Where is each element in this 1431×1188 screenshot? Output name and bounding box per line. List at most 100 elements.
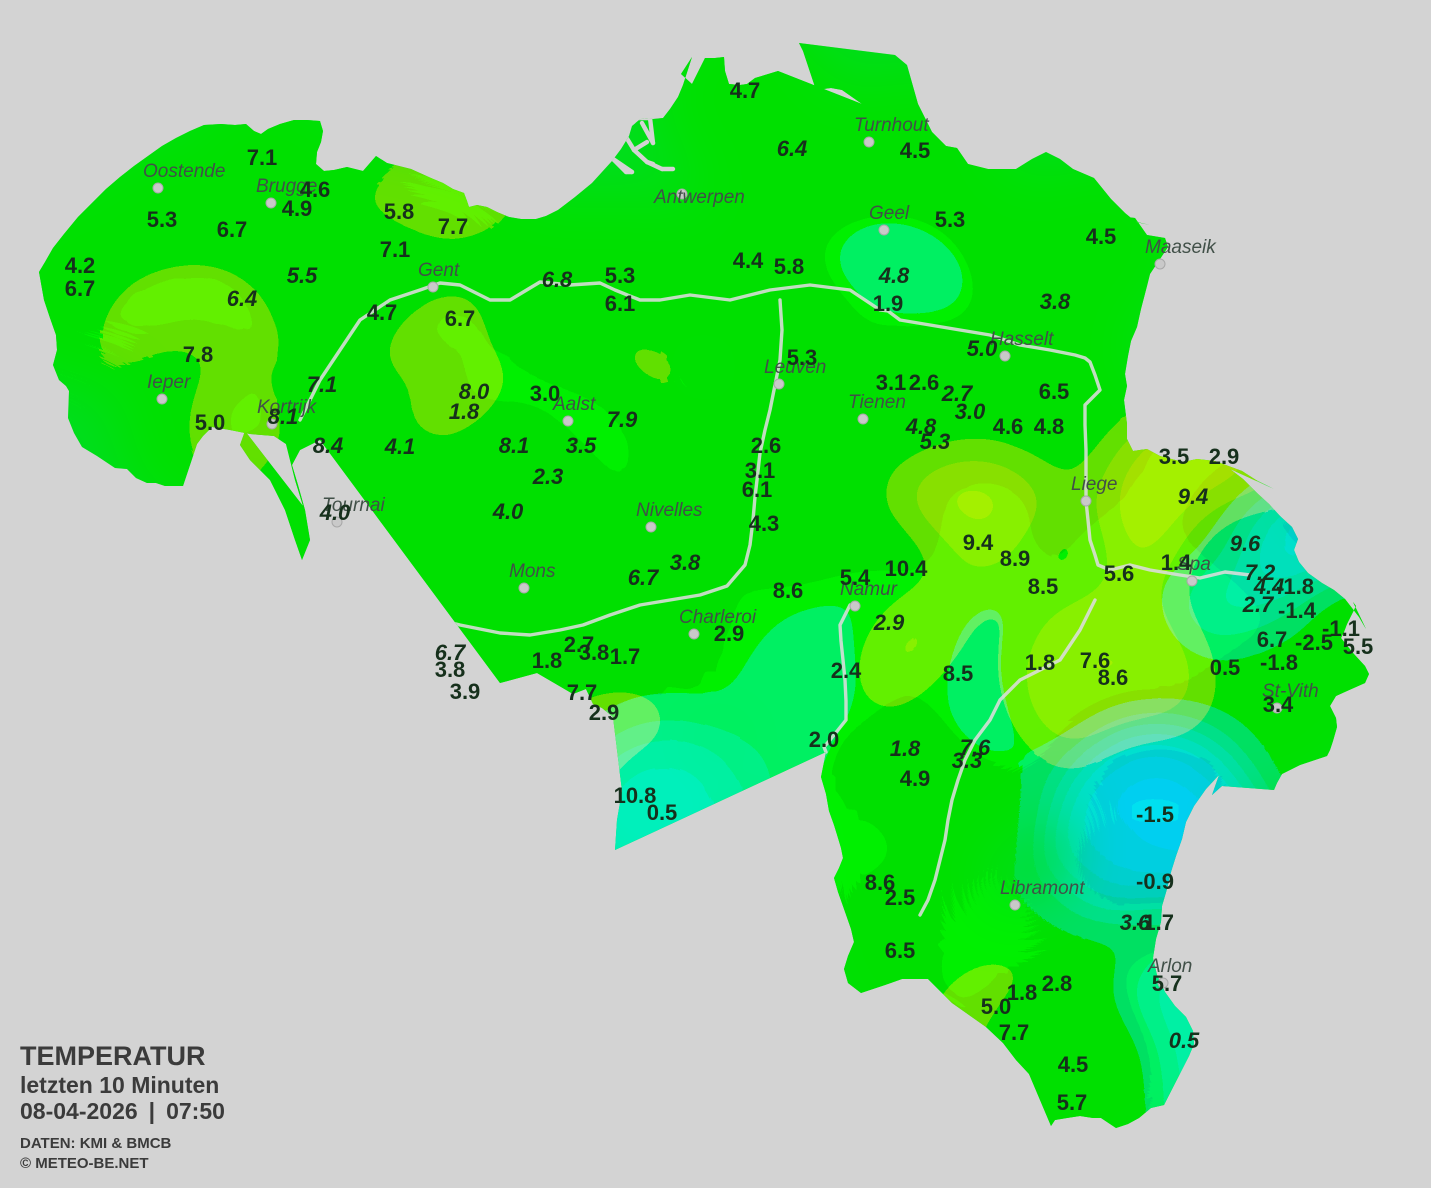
svg-text:0.5: 0.5 <box>1210 655 1241 680</box>
svg-text:Tienen: Tienen <box>848 392 906 413</box>
svg-text:6.7: 6.7 <box>435 640 467 665</box>
svg-text:6.7: 6.7 <box>65 276 96 301</box>
svg-text:0.5: 0.5 <box>1169 1028 1200 1053</box>
svg-text:© METEO-BE.NET: © METEO-BE.NET <box>20 1155 149 1172</box>
svg-text:Ieper: Ieper <box>147 372 191 393</box>
svg-text:7.8: 7.8 <box>183 342 214 367</box>
svg-text:9.4: 9.4 <box>1178 484 1209 509</box>
svg-text:Maaseik: Maaseik <box>1145 237 1217 258</box>
svg-text:5.7: 5.7 <box>1057 1090 1088 1115</box>
svg-text:2.7: 2.7 <box>1242 592 1275 617</box>
svg-text:3.8: 3.8 <box>670 550 701 575</box>
svg-text:3.0: 3.0 <box>955 399 986 424</box>
svg-text:4.9: 4.9 <box>900 766 931 791</box>
svg-text:4.0: 4.0 <box>492 499 524 524</box>
svg-text:8.6: 8.6 <box>1098 665 1129 690</box>
svg-text:2.6: 2.6 <box>751 433 782 458</box>
svg-text:Mons: Mons <box>509 561 556 582</box>
svg-text:3.8: 3.8 <box>1040 289 1071 314</box>
svg-text:-1.5: -1.5 <box>1136 802 1174 827</box>
svg-text:4.6: 4.6 <box>993 414 1024 439</box>
svg-text:1.8: 1.8 <box>1007 980 1038 1005</box>
svg-text:5.7: 5.7 <box>1152 971 1183 996</box>
svg-text:Antwerpen: Antwerpen <box>653 187 745 208</box>
svg-text:4.5: 4.5 <box>1058 1052 1089 1077</box>
svg-text:Libramont: Libramont <box>1000 878 1085 899</box>
svg-text:5.3: 5.3 <box>787 345 818 370</box>
svg-text:6.4: 6.4 <box>777 136 808 161</box>
svg-text:6.4: 6.4 <box>227 286 258 311</box>
svg-text:6.7: 6.7 <box>628 565 660 590</box>
svg-text:5.3: 5.3 <box>605 263 636 288</box>
svg-text:2.8: 2.8 <box>1042 971 1073 996</box>
svg-text:4.2: 4.2 <box>65 253 96 278</box>
svg-text:6.7: 6.7 <box>445 306 476 331</box>
svg-text:Liege: Liege <box>1071 474 1118 495</box>
svg-text:3.4: 3.4 <box>1263 692 1294 717</box>
svg-text:7.7: 7.7 <box>438 214 469 239</box>
svg-text:7.7: 7.7 <box>999 1020 1030 1045</box>
svg-text:4.8: 4.8 <box>1034 414 1065 439</box>
svg-text:1.8: 1.8 <box>890 736 921 761</box>
svg-text:7.1: 7.1 <box>380 237 411 262</box>
svg-text:-1.8: -1.8 <box>1260 650 1298 675</box>
svg-text:2.6: 2.6 <box>909 370 940 395</box>
svg-text:2.4: 2.4 <box>831 658 862 683</box>
svg-text:1.8: 1.8 <box>1025 650 1056 675</box>
svg-text:4.7: 4.7 <box>730 78 761 103</box>
svg-text:3.5: 3.5 <box>1159 444 1190 469</box>
svg-text:5.4: 5.4 <box>840 565 871 590</box>
svg-text:4.9: 4.9 <box>282 196 313 221</box>
svg-text:-1.4: -1.4 <box>1278 598 1317 623</box>
svg-text:5.3: 5.3 <box>920 429 951 454</box>
svg-text:4.0: 4.0 <box>319 500 351 525</box>
svg-text:-0.9: -0.9 <box>1136 869 1174 894</box>
svg-text:6.7: 6.7 <box>217 217 248 242</box>
svg-text:3.5: 3.5 <box>566 433 597 458</box>
svg-text:10.4: 10.4 <box>885 556 929 581</box>
svg-text:6.1: 6.1 <box>742 477 773 502</box>
svg-text:0.5: 0.5 <box>647 800 678 825</box>
svg-text:4.5: 4.5 <box>900 138 931 163</box>
svg-text:2.9: 2.9 <box>589 700 620 725</box>
svg-text:4.5: 4.5 <box>1086 224 1117 249</box>
svg-text:2.5: 2.5 <box>885 885 916 910</box>
svg-text:2.9: 2.9 <box>873 610 905 635</box>
svg-text:6.8: 6.8 <box>542 267 573 292</box>
svg-text:4.1: 4.1 <box>384 434 416 459</box>
svg-text:5.0: 5.0 <box>967 336 998 361</box>
svg-text:4.3: 4.3 <box>749 511 780 536</box>
svg-text:5.5: 5.5 <box>287 263 318 288</box>
svg-text:6.1: 6.1 <box>605 291 636 316</box>
svg-text:7.1: 7.1 <box>247 145 278 170</box>
svg-text:Hasselt: Hasselt <box>990 329 1054 350</box>
svg-text:8.4: 8.4 <box>313 433 344 458</box>
svg-text:TEMPERATUR: TEMPERATUR <box>20 1041 206 1071</box>
svg-text:2.3: 2.3 <box>532 464 564 489</box>
svg-text:1.7: 1.7 <box>610 644 641 669</box>
svg-text:Geel: Geel <box>869 203 910 224</box>
svg-text:6.5: 6.5 <box>885 938 916 963</box>
svg-text:8.5: 8.5 <box>1028 574 1059 599</box>
svg-text:-1.7: -1.7 <box>1136 910 1174 935</box>
svg-text:08-04-2026 | 07:50: 08-04-2026 | 07:50 <box>20 1098 225 1124</box>
svg-text:5.0: 5.0 <box>195 410 226 435</box>
svg-text:Oostende: Oostende <box>143 161 225 182</box>
svg-text:8.9: 8.9 <box>1000 546 1031 571</box>
svg-text:-1.8: -1.8 <box>1276 574 1314 599</box>
svg-text:3.9: 3.9 <box>450 679 481 704</box>
svg-text:4.7: 4.7 <box>367 300 398 325</box>
svg-text:8.5: 8.5 <box>943 661 974 686</box>
svg-text:7.1: 7.1 <box>307 372 338 397</box>
svg-text:2.9: 2.9 <box>714 621 745 646</box>
svg-text:8.0: 8.0 <box>459 379 490 404</box>
svg-text:3.3: 3.3 <box>952 748 983 773</box>
svg-text:9.6: 9.6 <box>1230 531 1261 556</box>
svg-text:Gent: Gent <box>418 260 460 281</box>
svg-text:1.9: 1.9 <box>873 291 904 316</box>
svg-text:3.8: 3.8 <box>579 640 610 665</box>
svg-text:2.0: 2.0 <box>809 727 840 752</box>
svg-text:5.3: 5.3 <box>935 207 966 232</box>
svg-text:letzten 10 Minuten: letzten 10 Minuten <box>20 1072 219 1098</box>
svg-text:5.5: 5.5 <box>1343 634 1374 659</box>
